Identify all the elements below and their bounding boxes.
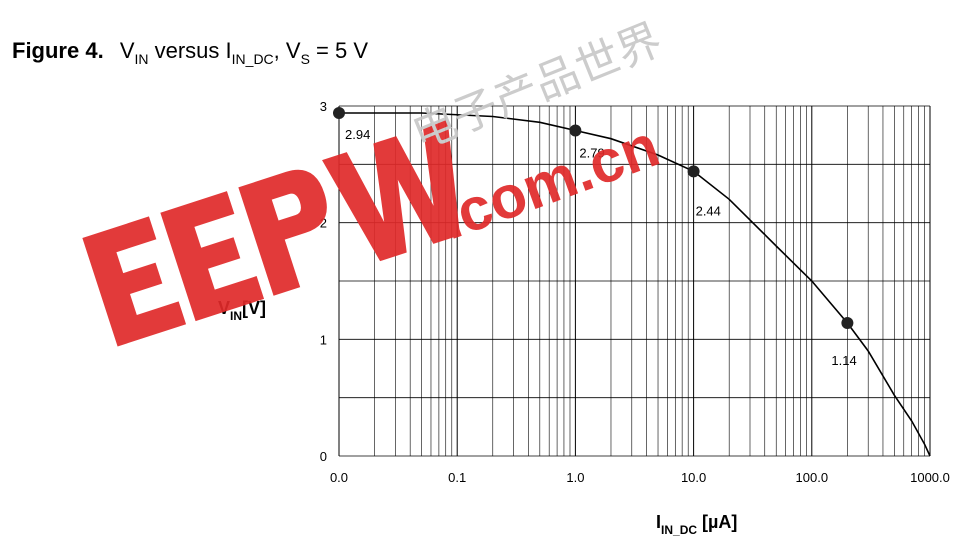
data-point: [569, 124, 582, 137]
x-tick-label: 100.0: [796, 470, 829, 485]
data-markers: 2.94 2.79 2.44 1.14: [333, 107, 857, 368]
x-tick-label: 0.1: [448, 470, 466, 485]
figure-title: Figure 4. VIN versus IIN_DC, VS = 5 V: [12, 38, 368, 67]
y-tick-label: 3: [320, 99, 327, 114]
watermark-logo: [82, 119, 460, 347]
x-axis-label: IIN_DC [µA]: [656, 512, 737, 537]
y-tick-label: 0: [320, 449, 327, 464]
data-label: 1.14: [831, 353, 856, 368]
watermark: .com.cn 电子产品世界: [82, 14, 669, 347]
data-label: 2.94: [345, 127, 370, 142]
data-point: [333, 107, 345, 119]
tick-labels: 0.0 0.1 1.0 10.0 100.0 1000.0 0 1 2 3: [320, 99, 950, 485]
x-tick-label: 1000.0: [910, 470, 950, 485]
data-point: [687, 165, 700, 178]
y-tick-label: 2: [320, 216, 327, 231]
x-tick-label: 10.0: [681, 470, 706, 485]
series-line: [339, 112, 931, 457]
data-series: [339, 112, 931, 457]
data-label: 2.44: [696, 203, 721, 218]
data-point: [841, 317, 854, 329]
y-tick-label: 1: [320, 332, 327, 347]
x-tick-label: 1.0: [566, 470, 584, 485]
data-label: 2.79: [579, 146, 604, 161]
x-tick-label: 0.0: [330, 470, 348, 485]
figure-label: Figure 4.: [12, 38, 104, 63]
